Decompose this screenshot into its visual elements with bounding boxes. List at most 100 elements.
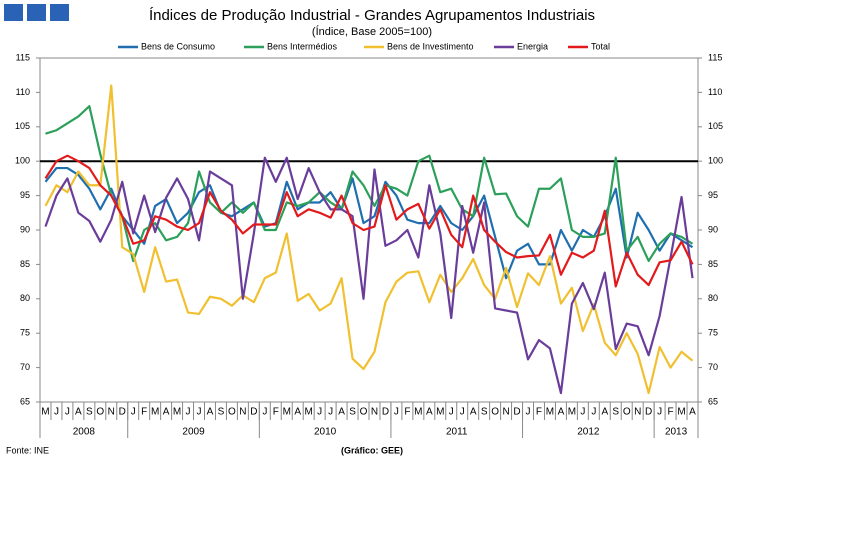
x-tick-label: A	[558, 407, 565, 418]
x-tick-label: O	[623, 407, 631, 418]
legend-label: Bens de Consumo	[141, 41, 215, 51]
x-tick-label: O	[360, 407, 368, 418]
x-tick-label: D	[119, 407, 126, 418]
x-tick-label: J	[54, 407, 59, 418]
x-tick-label: J	[526, 407, 531, 418]
x-tick-label: S	[218, 407, 225, 418]
series-line	[44, 156, 694, 395]
x-tick-label: M	[414, 407, 422, 418]
x-tick-label: A	[294, 407, 301, 418]
y2-tick-label: 80	[708, 293, 718, 303]
x-tick-label: F	[536, 407, 542, 418]
logo-square	[50, 4, 69, 21]
y2-tick-label: 65	[708, 396, 718, 406]
series-line	[44, 166, 694, 280]
x-tick-label: J	[591, 407, 596, 418]
x-tick-label: D	[250, 407, 257, 418]
x-tick-label: M	[41, 407, 49, 418]
x-tick-label: J	[449, 407, 454, 418]
logo-square	[4, 4, 23, 21]
year-label: 2008	[73, 427, 96, 438]
x-tick-label: N	[502, 407, 509, 418]
x-tick-label: M	[568, 407, 576, 418]
y2-tick-label: 75	[708, 328, 718, 338]
x-tick-label: S	[612, 407, 619, 418]
x-tick-label: A	[470, 407, 477, 418]
y-tick-label: 90	[20, 224, 30, 234]
credit: (Gráfico: GEE)	[341, 445, 403, 455]
legend-label: Bens de Investimento	[387, 41, 474, 51]
y-tick-label: 100	[15, 156, 30, 166]
y-tick-label: 70	[20, 362, 30, 372]
chart-title: Índices de Produção Industrial - Grandes…	[149, 7, 595, 24]
x-tick-label: A	[338, 407, 345, 418]
y-tick-label: 115	[16, 52, 30, 62]
x-tick-label: A	[689, 407, 696, 418]
legend-label: Bens Intermédios	[267, 41, 338, 51]
year-label: 2010	[314, 427, 337, 438]
x-tick-label: J	[197, 407, 202, 418]
x-tick-label: J	[65, 407, 70, 418]
y-tick-label: 110	[16, 87, 30, 97]
x-tick-label: O	[96, 407, 104, 418]
x-tick-label: D	[513, 407, 520, 418]
x-tick-label: D	[645, 407, 652, 418]
x-tick-label: A	[75, 407, 82, 418]
x-tick-label: J	[460, 407, 465, 418]
x-tick-label: F	[273, 407, 279, 418]
x-tick-label: M	[283, 407, 291, 418]
x-tick-label: M	[677, 407, 685, 418]
year-label: 2012	[577, 427, 600, 438]
x-tick-label: F	[404, 407, 410, 418]
x-tick-label: J	[131, 407, 136, 418]
source: Fonte: INE	[6, 445, 49, 455]
y2-tick-label: 90	[708, 224, 718, 234]
series-line	[44, 154, 694, 288]
x-tick-label: J	[262, 407, 267, 418]
x-tick-label: S	[86, 407, 93, 418]
y2-tick-label: 110	[708, 87, 722, 97]
x-tick-label: N	[634, 407, 641, 418]
x-tick-label: N	[371, 407, 378, 418]
y-tick-label: 105	[15, 121, 30, 131]
x-tick-label: D	[382, 407, 389, 418]
y2-tick-label: 105	[708, 121, 723, 131]
x-tick-label: M	[305, 407, 313, 418]
x-tick-label: S	[481, 407, 488, 418]
x-tick-label: A	[207, 407, 214, 418]
x-tick-label: F	[141, 407, 147, 418]
y2-tick-label: 70	[708, 362, 718, 372]
x-tick-label: J	[580, 407, 585, 418]
x-tick-label: J	[317, 407, 322, 418]
x-tick-label: M	[173, 407, 181, 418]
legend-label: Total	[591, 41, 610, 51]
x-tick-label: O	[491, 407, 499, 418]
x-tick-label: A	[163, 407, 170, 418]
y2-tick-label: 115	[708, 52, 722, 62]
x-tick-label: O	[228, 407, 236, 418]
y-tick-label: 95	[20, 190, 30, 200]
year-label: 2013	[665, 427, 688, 438]
x-tick-label: F	[668, 407, 674, 418]
x-tick-label: N	[108, 407, 115, 418]
y2-tick-label: 100	[708, 156, 723, 166]
year-label: 2009	[182, 427, 205, 438]
year-label: 2011	[446, 427, 468, 438]
x-tick-label: N	[239, 407, 246, 418]
legend-label: Energia	[517, 41, 548, 51]
x-tick-label: M	[546, 407, 554, 418]
x-tick-label: M	[436, 407, 444, 418]
x-tick-label: M	[151, 407, 159, 418]
series-line	[44, 84, 694, 395]
x-tick-label: J	[328, 407, 333, 418]
logo-square	[27, 4, 46, 21]
y2-tick-label: 95	[708, 190, 718, 200]
y-tick-label: 75	[20, 328, 30, 338]
x-tick-label: A	[601, 407, 608, 418]
x-tick-label: J	[186, 407, 191, 418]
chart-subtitle: (Índice, Base 2005=100)	[312, 25, 432, 38]
y2-tick-label: 85	[708, 259, 718, 269]
x-tick-label: S	[349, 407, 356, 418]
x-tick-label: J	[657, 407, 662, 418]
